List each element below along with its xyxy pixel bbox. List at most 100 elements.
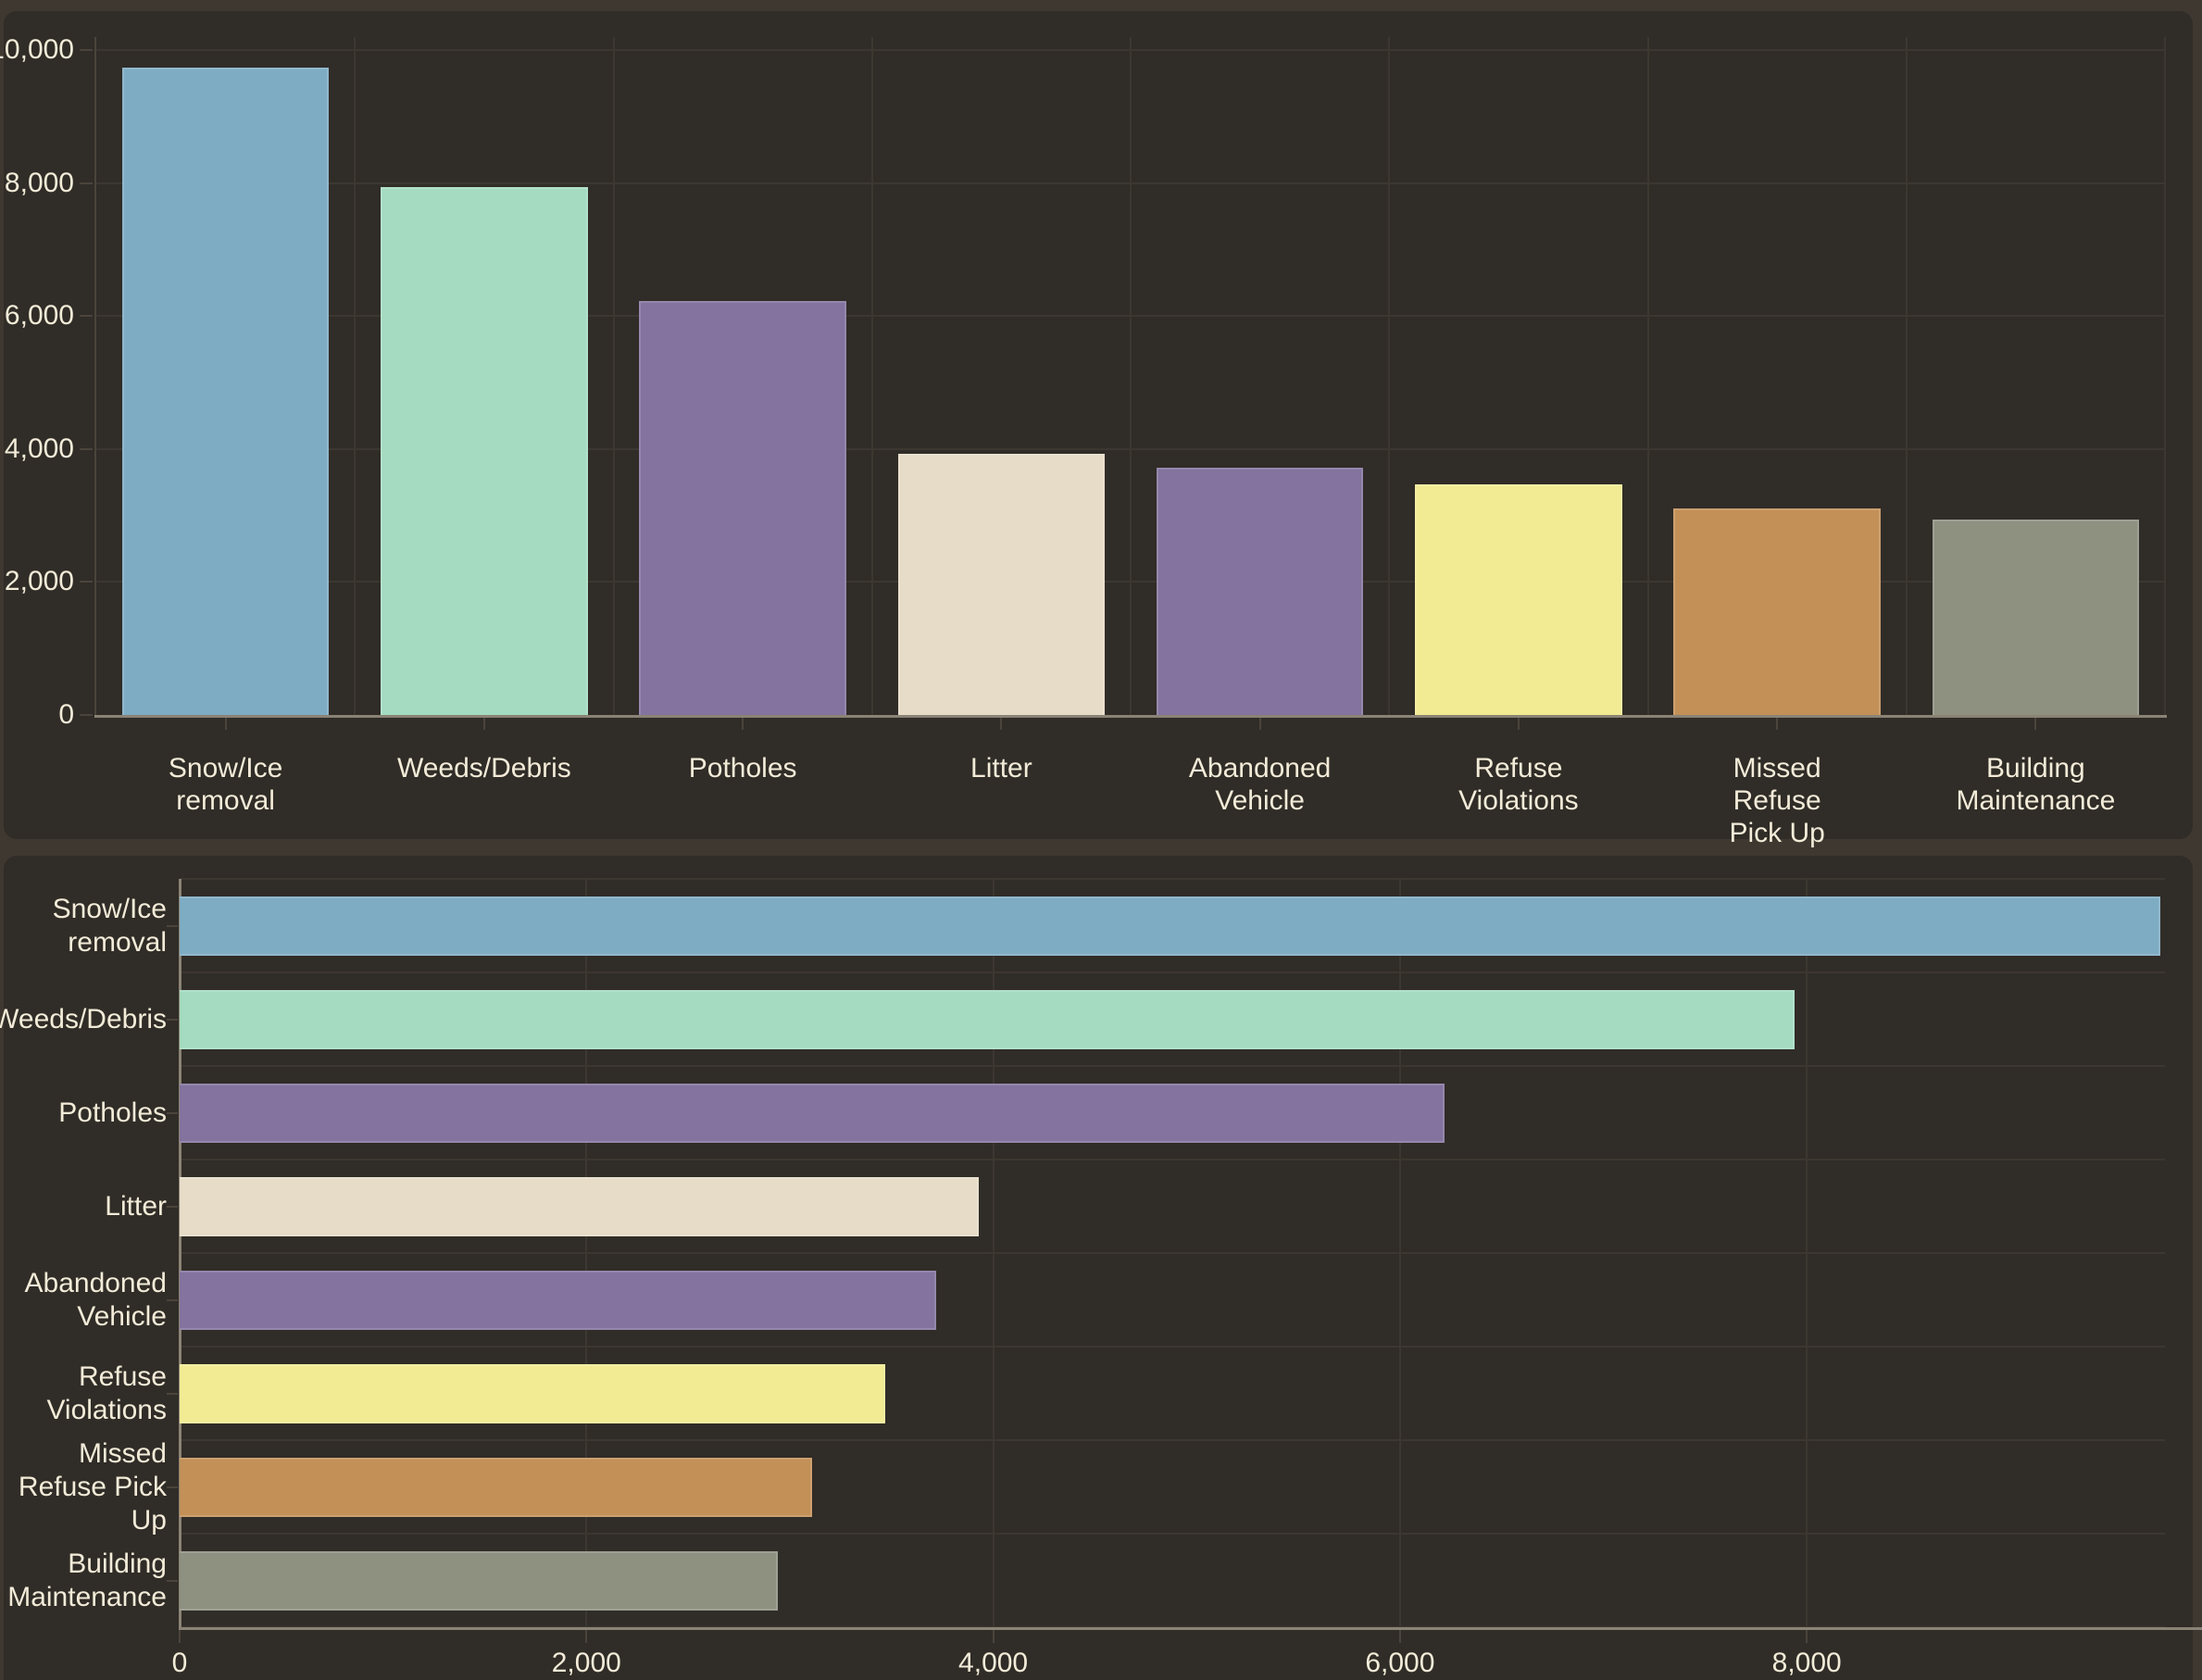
y-axis-tick [167,1392,178,1395]
x-axis-tick [1517,718,1520,730]
bar-litter[interactable] [897,453,1106,715]
bar-slot [1648,37,1907,715]
row-label-line: Abandoned [24,1267,168,1298]
x-axis-tick [1806,1630,1808,1643]
row-label-line: Missed [78,1437,167,1469]
bar-slot [614,37,872,715]
bar-building-maintenance[interactable] [180,1550,778,1611]
gridline-vertical [1646,37,1649,715]
x-axis-tick [482,718,485,730]
vertical-bar-chart-plot-area: 0 2,000 4,000 6,000 8,000 10,000 [0,34,2167,730]
category-label-refuse-violations: Refuse Violations [1389,752,1647,849]
bar-snow-ice-removal[interactable] [180,896,2161,956]
row-label-refuse-violations: Refuse Violations [0,1347,167,1440]
x-axis-tick [224,718,227,730]
y-axis-tick-label: 4,000 [4,433,74,464]
category-label-line: Refuse [1733,785,1821,816]
y-axis-tick [80,49,93,51]
y-axis-tick [167,1579,178,1582]
horizontal-bar-chart-plot-area: Snow/Ice removal Weeds/Debris Potholes Litte… [0,878,2202,1678]
gridline-vertical [354,37,357,715]
category-label-missed-refuse-pick-up: Missed Refuse Pick Up [1648,752,1907,849]
category-label-litter: Litter [872,752,1131,849]
category-label-line: Maintenance [1956,785,2116,816]
y-axis-line [179,879,181,1627]
bar-litter[interactable] [180,1176,980,1236]
gridline-horizontal [180,1439,2165,1441]
bar-missed-refuse-pick-up[interactable] [180,1457,813,1517]
gridline-vertical [1806,879,1808,1627]
gridline-vertical [1398,879,1401,1627]
bar-potholes[interactable] [180,1083,1445,1143]
bar-refuse-violations[interactable] [1415,483,1622,715]
y-axis-tick [80,714,93,716]
y-axis-tick-label: 8,000 [4,167,74,198]
gridline-horizontal [180,1065,2165,1067]
x-axis-tick-label: 4,000 [958,1648,1029,1678]
bottom-chart-panel: Snow/Ice removal Weeds/Debris Potholes Litte… [0,856,2202,1680]
x-axis-tick [179,1630,181,1643]
y-axis-tick [167,924,178,927]
x-axis-tick [992,1630,995,1643]
row-label-weeds-debris: Weeds/Debris [0,972,167,1066]
gridline-vertical [612,37,615,715]
gridline-vertical [870,37,873,715]
bar-snow-ice-removal[interactable] [121,67,330,715]
y-axis-tick [167,1486,178,1488]
x-axis-tick-label: 2,000 [551,1648,621,1678]
category-label-line: Weeds/Debris [396,753,571,784]
category-label-snow-ice-removal: Snow/Ice removal [96,752,355,849]
y-axis-tick-label: 6,000 [4,300,74,332]
gridline-horizontal [96,447,2165,450]
x-axis-line [179,1627,2202,1630]
y-axis-tick [80,447,93,450]
x-axis-line [94,715,2167,718]
bar-weeds-debris[interactable] [381,186,588,715]
gridline-horizontal [96,315,2165,318]
bar-row [180,1347,2165,1440]
x-axis-tick [2034,718,2037,730]
y-axis-tick [167,1205,178,1208]
category-label-line: removal [176,785,275,816]
bars-container [180,879,2165,1627]
y-axis-tick [167,1298,178,1301]
category-label-line: Potholes [688,753,797,784]
gridline-vertical [1905,37,1908,715]
row-label-abandoned-vehicle: Abandoned Vehicle [0,1253,168,1347]
row-label-snow-ice-removal: Snow/Ice removal [0,879,167,972]
category-label-line: Violations [1458,785,1579,816]
category-label-line: Litter [970,753,1032,784]
row-label-line: removal [68,926,167,958]
row-label-line: Litter [105,1190,167,1222]
category-label-line: Snow/Ice [168,753,283,784]
row-label-line: Refuse Pick [18,1471,167,1502]
bar-slot [355,37,613,715]
x-axis-tick-label: 6,000 [1365,1648,1435,1678]
bar-refuse-violations[interactable] [180,1363,886,1423]
row-label-line: Violations [46,1394,167,1425]
x-axis-tick [1776,718,1779,730]
y-axis-tick-label: 2,000 [4,566,74,597]
bar-missed-refuse-pick-up[interactable] [1673,508,1881,715]
category-label-abandoned-vehicle: Abandoned Vehicle [1131,752,1389,849]
bar-building-maintenance[interactable] [1932,519,2140,715]
y-axis-tick-label: 10,000 [0,34,74,65]
bar-potholes[interactable] [639,301,846,715]
gridline-vertical [1388,37,1391,715]
bar-abandoned-vehicle[interactable] [180,1270,937,1330]
x-axis-tick-label: 0 [171,1648,188,1678]
gridline-vertical [1130,37,1132,715]
bar-slot [1907,37,2165,715]
y-axis-line [94,37,96,715]
top-chart-panel: 0 2,000 4,000 6,000 8,000 10,000 Snow/Iceremo… [0,11,2193,848]
row-label-litter: Litter [0,1160,167,1253]
bar-weeds-debris[interactable] [180,989,1795,1049]
category-label-building-maintenance: Building Maintenance [1907,752,2165,849]
category-label-potholes: Potholes [614,752,872,849]
bar-abandoned-vehicle[interactable] [1156,467,1364,715]
row-label-building-maintenance: Building Maintenance [0,1534,167,1627]
gridline-vertical [2164,37,2166,715]
gridline-horizontal [180,972,2165,973]
gridline-vertical [585,879,588,1627]
